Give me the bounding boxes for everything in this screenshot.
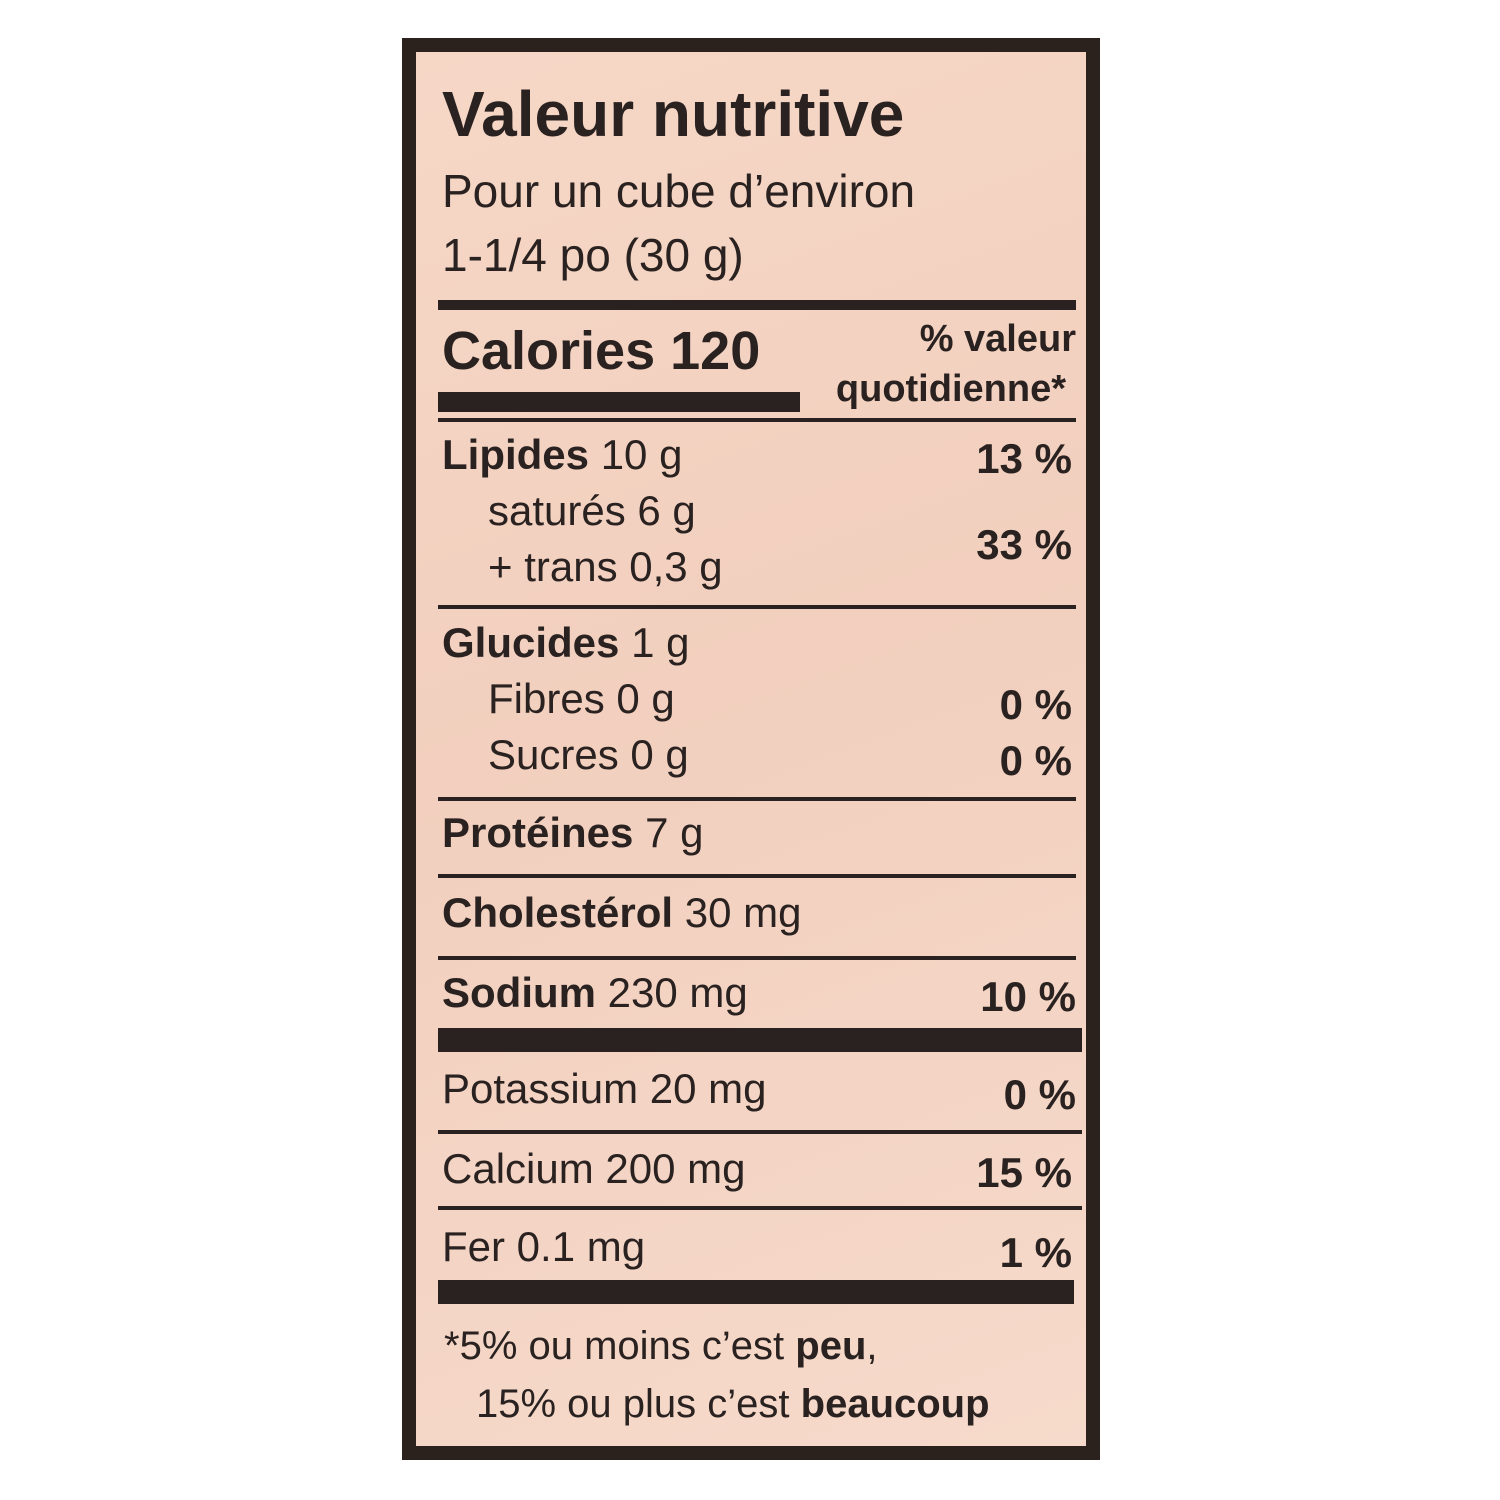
nutrient-name: Calcium [442,1145,594,1192]
dv-fibres: 0 % [999,681,1072,728]
nutrient-amount: 0 g [616,675,675,722]
dv-fer: 1 % [999,1229,1072,1276]
calories-row: Calories 120 [442,324,760,378]
divider [438,605,1076,609]
nutrient-name: Potassium [442,1065,639,1112]
nutrient-row-proteines: Protéines 7 g [442,812,703,854]
nutrient-amount: 20 mg [649,1065,767,1112]
nutrient-row-potassium: Potassium 20 mg [442,1068,766,1110]
nutrient-row-trans: + trans 0,3 g [488,546,723,588]
nutrient-name: Cholestérol [442,889,674,936]
nutrient-amount: 6 g [637,487,696,534]
nutrient-name: Lipides [442,431,590,478]
footnote-emphasis: peu [795,1324,867,1368]
nutrient-row-lipides: Lipides 10 g [442,434,682,476]
nutrient-row-fer: Fer 0.1 mg [442,1226,645,1268]
footnote-line-1: *5% ou moins c’est peu, [444,1326,878,1366]
divider [438,956,1076,960]
divider [438,418,1076,422]
serving-size-line-2: 1-1/4 po (30 g) [442,229,744,281]
divider-thick [438,300,1076,310]
dv-sodium: 10 % [980,973,1076,1020]
nutrient-row-glucides: Glucides 1 g [442,622,689,664]
divider-thick [438,1280,1074,1304]
nutrient-amount: 0 g [630,731,689,778]
nutrient-amount: 1 g [631,619,690,666]
nutrient-row-sodium: Sodium 230 mg [442,972,748,1014]
nutrient-row-satures: saturés 6 g [488,490,696,532]
divider-calories [438,392,800,412]
nutrient-row-fibres: Fibres 0 g [488,678,675,720]
nutrient-amount: 7 g [645,809,704,856]
nutrient-amount: 10 g [600,431,683,478]
nutrient-amount: 0,3 g [629,543,723,590]
nutrient-name: Sodium [442,969,596,1016]
dv-satures-trans: 33 % [976,521,1072,568]
divider [438,1130,1082,1134]
nutrient-row-sucres: Sucres 0 g [488,734,689,776]
nutrient-name: Glucides [442,619,620,666]
footnote-text: *5% ou moins c’est [444,1324,796,1368]
dv-lipides: 13 % [976,435,1072,482]
label-title: Valeur nutritive [442,78,905,150]
footnote-line-2: 15% ou plus c’est beaucoup [476,1384,990,1424]
dv-potassium: 0 % [1003,1071,1076,1118]
nutrient-name: Sucres [488,731,619,778]
dv-header-line-2: quotidienne* [835,368,1066,410]
nutrient-name: saturés [488,487,626,534]
nutrient-name: Fibres [488,675,605,722]
nutrition-facts-label: Valeur nutritive Pour un cube d’environ … [416,52,1086,1446]
nutrient-row-cholesterol: Cholestérol 30 mg [442,892,801,934]
dv-calcium: 15 % [976,1149,1072,1196]
nutrient-name: Protéines [442,809,634,856]
dv-sucres: 0 % [999,737,1072,784]
nutrient-amount: 0.1 mg [516,1223,646,1270]
dv-header-line-1: % valeur [919,318,1076,360]
nutrient-amount: 230 mg [607,969,748,1016]
nutrient-amount: 30 mg [684,889,802,936]
nutrient-row-calcium: Calcium 200 mg [442,1148,745,1190]
divider [438,874,1076,878]
footnote-emphasis: beaucoup [800,1382,990,1426]
footnote-text: 15% ou plus c’est [476,1382,801,1426]
nutrient-amount: 200 mg [605,1145,746,1192]
serving-size-line-1: Pour un cube d’environ [442,165,916,217]
calories-label: Calories [442,321,656,381]
footnote-text: , [866,1324,878,1368]
nutrient-name: + trans [488,543,618,590]
divider [438,1206,1082,1210]
divider [438,797,1076,801]
divider-thick [438,1028,1082,1052]
nutrient-name: Fer [442,1223,505,1270]
calories-value: 120 [670,321,761,381]
